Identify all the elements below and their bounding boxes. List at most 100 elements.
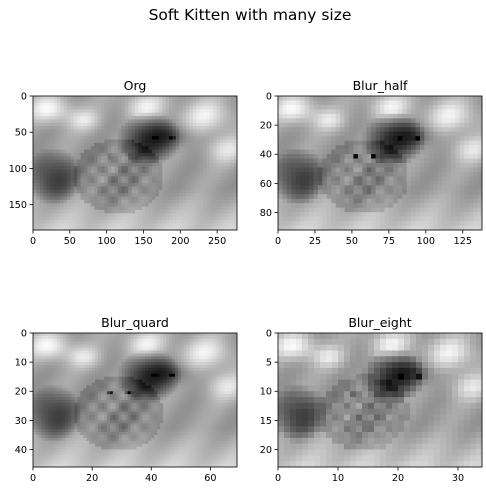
pixel-cell [135, 122, 139, 127]
pixel-cell [118, 219, 122, 224]
pixel-cell [428, 109, 434, 115]
pixel-cell [169, 149, 173, 154]
pixel-cell [213, 136, 217, 140]
pixel-cell [36, 109, 41, 114]
pixel-cell [35, 350, 40, 354]
pixel-cell [92, 347, 96, 351]
pixel-cell [234, 333, 238, 337]
pixel-cell [118, 156, 122, 161]
pixel-cell [225, 341, 229, 346]
pixel-cell [362, 109, 368, 115]
pixel-cell [177, 365, 182, 369]
pixel-cell [213, 373, 217, 378]
pixel-cell [87, 142, 92, 147]
pixel-cell [87, 136, 92, 140]
pixel-cell [455, 122, 461, 128]
pixel-cell [114, 102, 119, 107]
pixel-cell [282, 203, 288, 209]
pixel-cell [36, 183, 41, 187]
pixel-cell [38, 373, 43, 378]
pixel-cell [375, 207, 381, 213]
pixel-cell [455, 158, 461, 164]
pixel-cell [169, 373, 173, 378]
pixel-cell [371, 221, 376, 226]
pixel-cell [77, 142, 81, 147]
pixel-cell [124, 341, 129, 346]
pixel-cell [282, 109, 288, 115]
pixel-cell [468, 127, 474, 133]
pixel-cell [322, 127, 328, 133]
pixel-cell [175, 199, 180, 204]
pixel-cell [43, 126, 47, 130]
pixel-cell [74, 370, 78, 375]
pixel-cell [189, 359, 194, 363]
pixel-cell [428, 118, 434, 124]
pixel-cell [192, 169, 197, 174]
pixel-cell [107, 173, 112, 177]
pixel-cell [182, 96, 187, 100]
pixel-cell [340, 221, 345, 226]
pixel-cell [138, 199, 143, 204]
pixel-cell [128, 169, 132, 174]
pixel-cell [313, 185, 319, 191]
pixel-cell [59, 353, 63, 357]
pixel-cell [152, 132, 156, 137]
pixel-cell [406, 207, 412, 213]
pixel-cell [35, 344, 40, 348]
pixel-cell [375, 189, 381, 195]
pixel-cell [68, 333, 72, 337]
pixel-cell [335, 127, 341, 133]
pixel-cell [186, 186, 190, 191]
pixel-cell [182, 109, 187, 114]
pixel-cell [406, 221, 412, 226]
pixel-cell [366, 136, 372, 142]
pixel-cell [114, 159, 119, 164]
pixel-cell [172, 112, 177, 117]
pixel-cell [179, 156, 183, 161]
pixel-cell [155, 199, 160, 204]
pixel-cell [233, 179, 238, 184]
pixel-cell [442, 198, 447, 204]
pixel-cell [138, 226, 143, 231]
pixel-cell [348, 109, 354, 115]
pixel-cell [313, 171, 319, 177]
pixel-cell [77, 203, 81, 207]
pixel-cell [63, 156, 68, 161]
pixel-cell [77, 186, 81, 191]
pixel-cell [118, 189, 122, 194]
pixel-cell [233, 226, 238, 231]
pixel-cell [179, 106, 183, 110]
pixel-cell [234, 365, 238, 369]
pixel-cell [295, 104, 301, 110]
pixel-cell [60, 163, 64, 167]
pixel-cell [67, 196, 71, 201]
pixel-cell [186, 226, 190, 231]
pixel-cell [104, 149, 109, 154]
pixel-cell [189, 136, 194, 140]
pixel-cell [446, 149, 452, 155]
pixel-cell [90, 169, 95, 174]
pixel-cell [473, 118, 478, 124]
pixel-cell [83, 365, 87, 369]
pixel-cell [151, 370, 155, 375]
pixel-cell [207, 362, 211, 366]
pixel-cell [326, 212, 332, 217]
pixel-cell [442, 216, 447, 222]
pixel-cell [59, 362, 63, 366]
pixel-cell [411, 109, 416, 115]
pixel-cell [172, 196, 177, 201]
pixel-cell [223, 106, 228, 110]
pixel-cell [437, 176, 443, 182]
pixel-cell [220, 112, 224, 117]
pixel-cell [220, 209, 224, 214]
pixel-cell [67, 149, 71, 154]
pixel-cell [115, 376, 120, 381]
pixel-cell [35, 353, 40, 357]
pixel-cell [223, 163, 228, 167]
pixel-cell [216, 169, 221, 174]
pixel-cell [107, 163, 112, 167]
pixel-cell [216, 106, 221, 110]
pixel-cell [213, 338, 217, 343]
pixel-cell [84, 193, 88, 197]
